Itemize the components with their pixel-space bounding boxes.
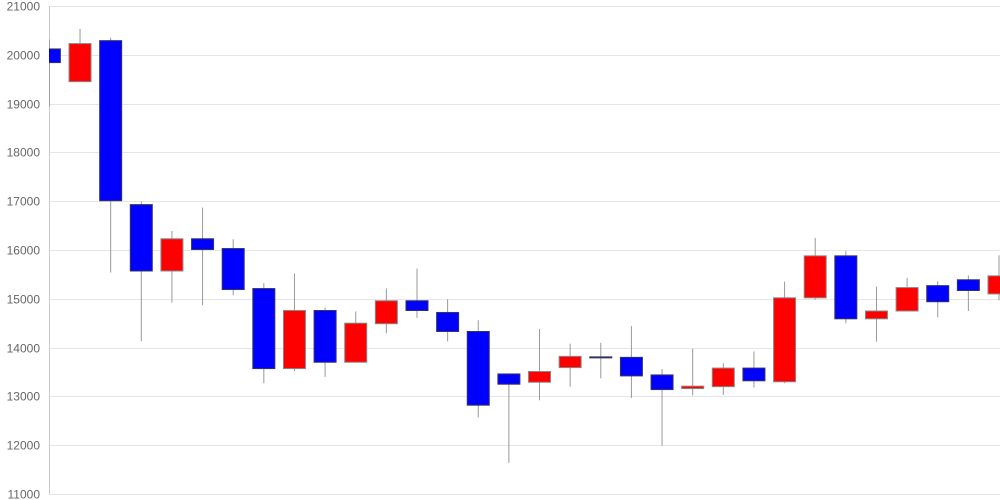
y-tick-label: 19000 [7,98,41,112]
candle-body-down [129,204,153,272]
candle-body-up [987,275,1000,295]
y-tick-label: 20000 [7,49,41,63]
candle [466,320,490,418]
candle-body-up [803,255,827,299]
candle [803,237,827,300]
candle [191,207,215,306]
candle [252,283,276,384]
candle-body-down [834,255,858,320]
y-tick-label: 11000 [8,488,41,500]
candle-body-up [374,300,398,325]
candle [99,37,123,273]
candle [129,201,153,342]
candle-body-up [711,367,735,388]
candle-body-down [313,310,337,363]
y-tick-label: 16000 [7,244,41,258]
candle-body-up [864,310,888,320]
candle [589,342,613,379]
candle [895,277,919,312]
candle-body-down [619,356,643,377]
candle-body-up [160,238,184,272]
candle-body-up [895,287,919,312]
candle-body-down [221,248,245,291]
y-tick-label: 18000 [7,146,41,160]
candle-body-up [773,297,797,383]
candle [282,273,306,372]
candle [987,255,1000,301]
candle [956,275,980,311]
candle [344,311,368,363]
candle [619,326,643,398]
candle [160,230,184,303]
candle [558,343,582,387]
candles [49,28,1000,463]
candle-body-down [589,356,613,359]
candle-body-down [956,279,980,292]
candle-body-up [528,371,552,383]
y-tick-label: 21000 [7,0,41,14]
candle [864,286,888,342]
candle-body-down [436,311,460,332]
candle [711,363,735,395]
candle [374,288,398,334]
candle [436,299,460,342]
candle-body-up [558,355,582,369]
candle-body-up [68,43,92,83]
candle-body-down [49,48,61,64]
candle [926,281,950,318]
candle-body-up [344,322,368,363]
candle-body-down [926,285,950,303]
candle-body-down [466,330,490,406]
candle [497,373,521,463]
y-tick-label: 17000 [7,195,41,209]
candle-body-down [405,300,429,312]
candle-body-up [681,385,705,390]
candle [834,250,858,324]
candle [49,39,61,107]
candle [68,28,92,83]
gridlines [49,6,1000,495]
y-tick-label: 12000 [7,439,41,453]
candle-body-down [99,40,123,202]
candle-body-down [191,238,215,251]
candle [742,351,766,388]
candle-body-up [282,310,306,370]
candle [221,239,245,296]
candle [528,329,552,401]
y-axis: 11000 12000 13000 14000 15000 16000 17000 18000… [7,0,50,500]
y-tick-label: 14000 [7,342,41,356]
y-tick-label: 13000 [7,390,41,404]
candle-body-down [742,367,766,382]
candle [650,369,674,446]
candle-body-down [497,373,521,385]
y-tick-label: 15000 [7,293,41,307]
candle [681,348,705,396]
candle-body-down [252,288,276,370]
candle [313,307,337,377]
candle [405,268,429,318]
candle-body-down [650,374,674,391]
candle [773,281,797,384]
